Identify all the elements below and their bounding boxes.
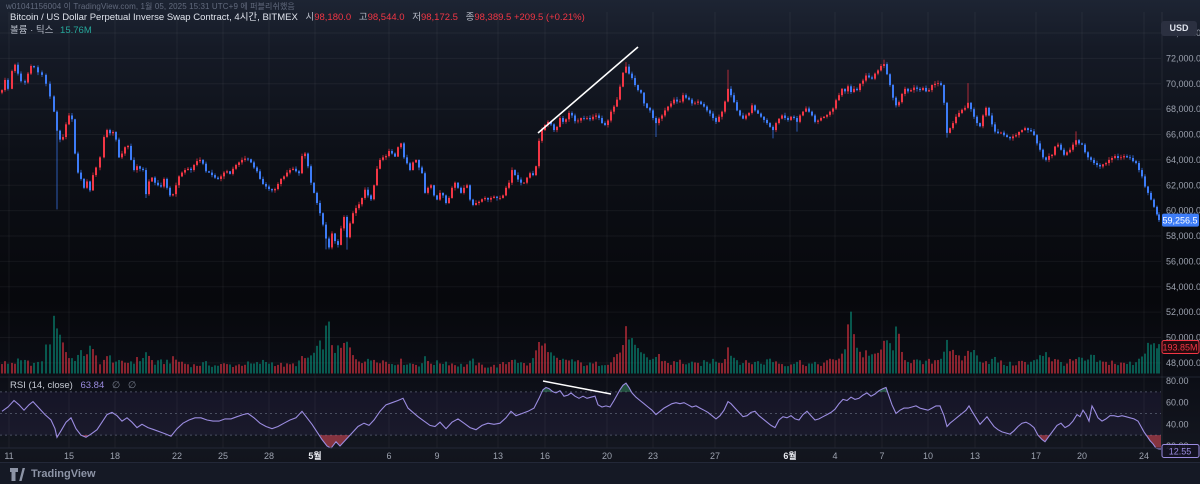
symbol-title: Bitcoin / US Dollar Perpetual Inverse Sw… <box>10 12 298 23</box>
svg-text:25: 25 <box>218 451 228 461</box>
change-value: +209.5 (+0.21%) <box>513 12 585 23</box>
volume-indicator-value: 15.76M <box>60 25 92 36</box>
svg-text:48,000.0: 48,000.0 <box>1166 358 1200 368</box>
svg-text:5월: 5월 <box>308 450 321 461</box>
svg-text:60,000.0: 60,000.0 <box>1166 206 1200 216</box>
svg-text:193.85M: 193.85M <box>1162 343 1197 353</box>
svg-text:56,000.0: 56,000.0 <box>1166 256 1200 266</box>
svg-text:50,000.0: 50,000.0 <box>1166 333 1200 343</box>
svg-text:13: 13 <box>493 451 503 461</box>
svg-text:60.00: 60.00 <box>1166 398 1189 408</box>
publish-info: w01041156004 이 TradingView.com, 1월 05, 2… <box>6 1 295 11</box>
close-value: 98,389.5 <box>474 12 512 23</box>
svg-text:54,000.0: 54,000.0 <box>1166 282 1200 292</box>
svg-text:70,000.0: 70,000.0 <box>1166 79 1200 89</box>
last-rsi-label: 12.55 <box>1161 444 1200 458</box>
svg-text:4: 4 <box>832 451 837 461</box>
open-label: 시 <box>305 12 315 23</box>
svg-text:17: 17 <box>1031 451 1041 461</box>
rsi-overbought-fill <box>542 383 888 392</box>
symbol-row[interactable]: Bitcoin / US Dollar Perpetual Inverse Sw… <box>10 13 585 23</box>
svg-text:72,000.0: 72,000.0 <box>1166 53 1200 63</box>
volume-bars <box>1 311 1160 374</box>
last-volume-label: 193.85M <box>1161 340 1200 354</box>
svg-text:20: 20 <box>602 451 612 461</box>
footer-bar: TradingView <box>0 462 1200 484</box>
volume-indicator-label: 볼륨 · 틱스 <box>10 25 54 36</box>
rsi-line <box>1 382 1161 450</box>
svg-text:6: 6 <box>386 451 391 461</box>
svg-text:6월: 6월 <box>783 450 796 461</box>
close-label: 종 <box>465 12 475 23</box>
svg-text:10: 10 <box>923 451 933 461</box>
candles <box>1 59 1160 250</box>
price-axis[interactable]: 74,000.072,000.070,000.068,000.066,000.0… <box>1166 28 1200 451</box>
svg-text:40.00: 40.00 <box>1166 419 1189 429</box>
svg-text:16: 16 <box>540 451 550 461</box>
rsi-legend[interactable]: RSI (14, close) 63.84 ∅ ∅ <box>10 380 136 391</box>
publish-text: w01041156004 이 TradingView.com, 1월 05, 2… <box>6 2 295 11</box>
high-label: 고 <box>358 12 368 23</box>
svg-text:27: 27 <box>710 451 720 461</box>
rsi-empty-value-1: ∅ <box>111 380 121 391</box>
high-value: 98,544.0 <box>367 12 405 23</box>
low-value: 98,172.5 <box>420 12 458 23</box>
svg-text:13: 13 <box>970 451 980 461</box>
gridlines <box>0 12 1161 448</box>
svg-text:23: 23 <box>648 451 658 461</box>
rsi-title: RSI (14, close) <box>10 380 73 391</box>
chart-canvas[interactable]: 74,000.072,000.070,000.068,000.066,000.0… <box>0 0 1200 462</box>
svg-text:24: 24 <box>1139 451 1149 461</box>
price-trendline[interactable] <box>537 46 639 134</box>
volume-row[interactable]: 볼륨 · 틱스 15.76M <box>10 26 585 36</box>
rsi-empty-value-2: ∅ <box>127 380 137 391</box>
svg-text:22: 22 <box>172 451 182 461</box>
svg-text:58,000.0: 58,000.0 <box>1166 231 1200 241</box>
svg-text:66,000.0: 66,000.0 <box>1166 130 1200 140</box>
svg-text:68,000.0: 68,000.0 <box>1166 104 1200 114</box>
svg-text:59,256.5: 59,256.5 <box>1162 216 1197 226</box>
open-value: 98,180.0 <box>314 12 352 23</box>
svg-text:9: 9 <box>434 451 439 461</box>
tradingview-brand[interactable]: TradingView <box>31 468 96 480</box>
chart-legend[interactable]: Bitcoin / US Dollar Perpetual Inverse Sw… <box>10 13 585 36</box>
svg-text:7: 7 <box>879 451 884 461</box>
svg-text:62,000.0: 62,000.0 <box>1166 180 1200 190</box>
svg-text:15: 15 <box>64 451 74 461</box>
svg-text:11: 11 <box>4 451 13 461</box>
svg-text:28: 28 <box>264 451 274 461</box>
svg-text:80.00: 80.00 <box>1166 376 1189 386</box>
svg-text:52,000.0: 52,000.0 <box>1166 307 1200 317</box>
rsi-value: 63.84 <box>80 380 105 391</box>
time-axis[interactable]: 11 15 18 22 25 28 5월 6 9 13 16 20 23 27 6월 4 7 10 13 17 20 24 <box>4 450 1149 461</box>
currency-usd-button[interactable]: USD <box>1161 21 1197 36</box>
tradingview-logo-icon[interactable] <box>10 467 25 481</box>
svg-text:64,000.0: 64,000.0 <box>1166 155 1200 165</box>
svg-text:20: 20 <box>1077 451 1087 461</box>
low-label: 저 <box>412 12 421 23</box>
svg-text:18: 18 <box>110 451 120 461</box>
svg-text:12.55: 12.55 <box>1169 447 1192 457</box>
rsi-trendline[interactable] <box>542 380 612 395</box>
last-price-label: 59,256.5 <box>1162 213 1199 227</box>
